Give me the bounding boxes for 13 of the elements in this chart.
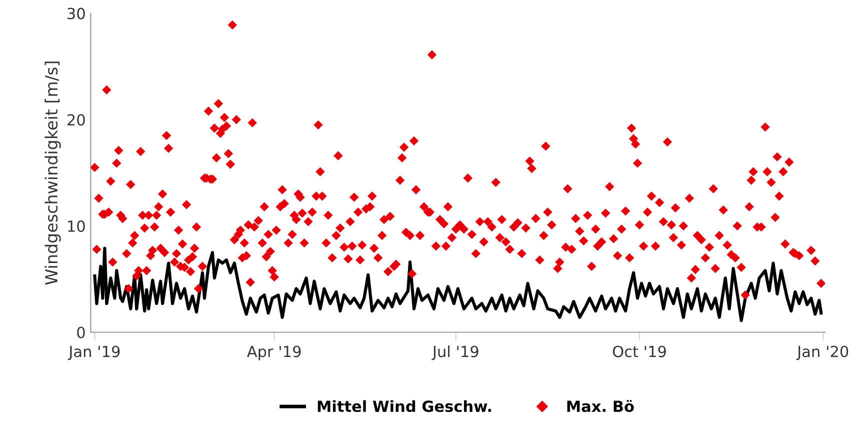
y-tick-label: 0 (77, 326, 85, 338)
legend-label: Max. Bö (567, 400, 634, 412)
x-tick-label: Apr '19 (246, 346, 301, 360)
y-tick-label: 20 (68, 114, 85, 126)
x-tick-label: Jan '20 (796, 346, 848, 360)
y-axis-title: Windgeschwindigkeit [m/s] (44, 62, 61, 285)
legend-label: Mittel Wind Geschw. (318, 400, 491, 412)
line-series (93, 246, 823, 322)
y-tick-label: 30 (68, 8, 85, 20)
x-tick-label: Jan '19 (68, 346, 120, 360)
x-tick-label: Oct '19 (612, 346, 666, 358)
x-tick-label: Jul '19 (432, 345, 478, 360)
y-tick-label: 10 (68, 220, 85, 232)
